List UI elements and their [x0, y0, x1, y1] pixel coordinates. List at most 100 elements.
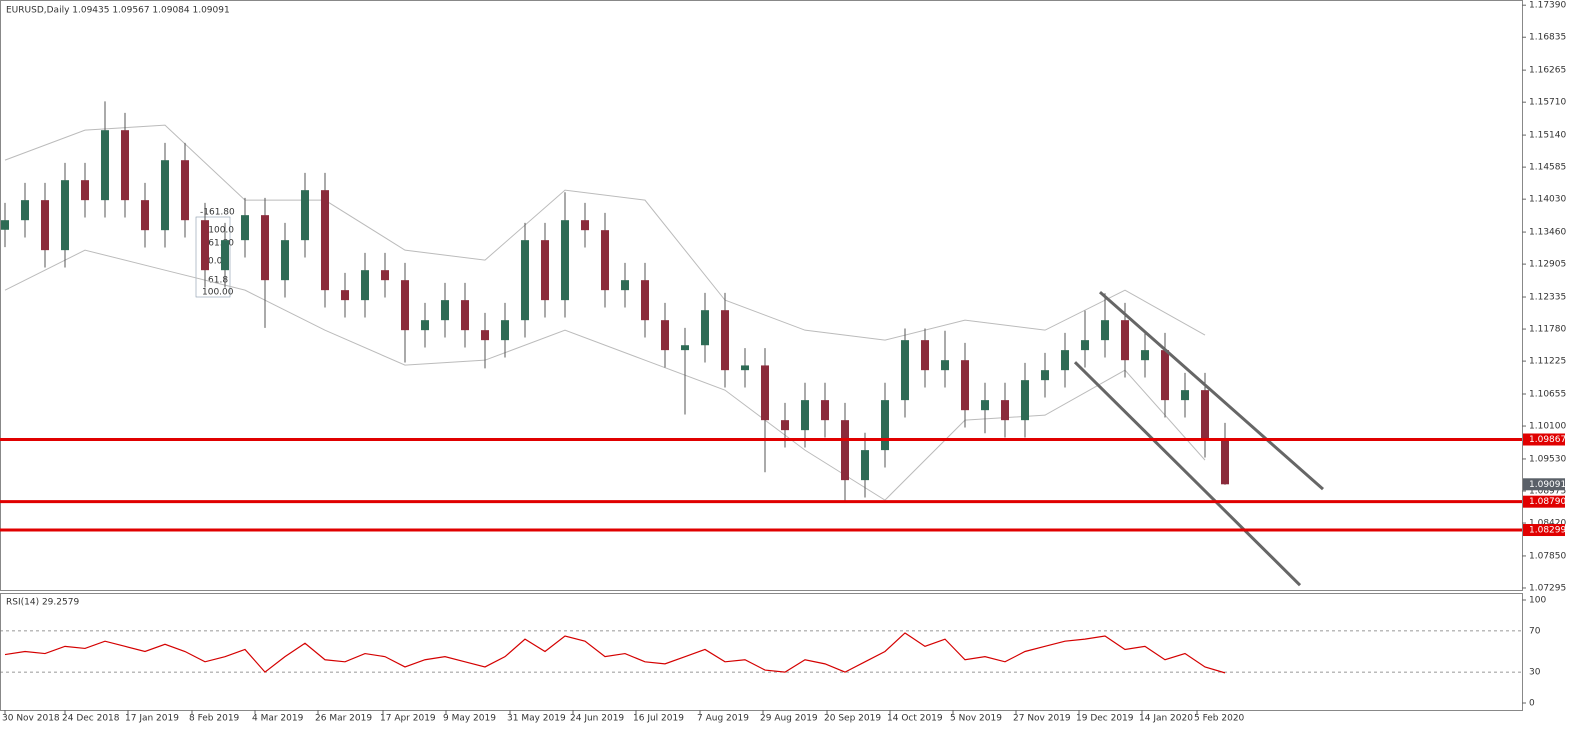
last-price-box	[1523, 478, 1565, 491]
candle-body	[241, 215, 249, 241]
candle-body	[1, 220, 9, 230]
level-label-box	[1523, 495, 1565, 508]
candle-body	[1061, 350, 1069, 371]
candle-body	[1101, 320, 1109, 341]
y-tick-label: 1.08975	[1529, 486, 1566, 496]
x-tick-label: 30 Nov 2018	[2, 714, 60, 724]
y-tick-label: 1.10655	[1529, 390, 1566, 400]
x-tick-label: 4 Mar 2019	[252, 714, 304, 724]
level-label: 1.08790	[1529, 497, 1566, 507]
candle-body	[141, 200, 149, 231]
x-tick-label: 27 Nov 2019	[1013, 714, 1071, 724]
x-tick-label: 26 Mar 2019	[315, 714, 372, 724]
x-tick-label: 5 Nov 2019	[950, 714, 1002, 724]
y-tick-label: 1.12335	[1529, 293, 1566, 303]
candle-body	[481, 330, 489, 341]
candle-body	[901, 340, 909, 401]
x-tick-label: 17 Jan 2019	[125, 714, 179, 724]
candle-body	[541, 240, 549, 301]
candle-body	[361, 270, 369, 301]
candle-body	[21, 200, 29, 221]
x-tick-label: 19 Dec 2019	[1076, 714, 1134, 724]
candle-body	[521, 240, 529, 321]
y-tick-label: 0	[1529, 698, 1535, 708]
candle-body	[201, 220, 209, 271]
rsi-line	[4, 632, 1226, 674]
level-label: 1.09867	[1529, 435, 1566, 445]
y-tick-label: 1.07295	[1529, 583, 1566, 593]
rsi-panel	[0, 593, 1523, 711]
x-tick-label: 31 May 2019	[507, 714, 566, 724]
candle-body	[641, 280, 649, 321]
candle-body	[441, 300, 449, 321]
candle-body	[941, 360, 949, 371]
candle-body	[1181, 390, 1189, 401]
y-tick-label: 1.14030	[1529, 195, 1566, 205]
candle-body	[301, 190, 309, 241]
candle-body	[341, 290, 349, 301]
candle-body	[561, 220, 569, 301]
y-tick-label: 70	[1529, 626, 1541, 636]
candle-body	[841, 420, 849, 481]
y-tick-label: 1.08420	[1529, 519, 1566, 529]
x-tick-label: 5 Feb 2020	[1194, 714, 1245, 724]
fibo-box	[195, 216, 231, 298]
candle-body	[401, 280, 409, 331]
candle-body	[181, 160, 189, 221]
x-tick-label: 24 Jun 2019	[570, 714, 624, 724]
candle-body	[801, 400, 809, 431]
candle-body	[601, 230, 609, 291]
candle-body	[1081, 340, 1089, 351]
candle-body	[1041, 370, 1049, 381]
x-tick-label: 8 Feb 2019	[189, 714, 240, 724]
x-tick-label: 20 Sep 2019	[824, 714, 881, 724]
fibo-label: -100.0	[205, 226, 234, 236]
candle-body	[1221, 440, 1229, 485]
y-tick-label: 1.15140	[1529, 131, 1566, 141]
candle-body	[661, 320, 669, 351]
y-tick-label: 1.16835	[1529, 33, 1566, 43]
x-tick-label: 7 Aug 2019	[697, 714, 749, 724]
candle-body	[781, 420, 789, 431]
candle-body	[501, 320, 509, 341]
candle-body	[961, 360, 969, 411]
candle-body	[1001, 400, 1009, 421]
y-tick-label: 1.17390	[1529, 1, 1566, 11]
candle-body	[861, 450, 869, 481]
main-panel	[0, 0, 1523, 591]
candle-body	[1021, 380, 1029, 421]
y-tick-label: 1.14585	[1529, 163, 1566, 173]
bollinger-band	[4, 124, 1206, 341]
candle-body	[1161, 350, 1169, 401]
chart-title: EURUSD,Daily 1.09435 1.09567 1.09084 1.0…	[6, 6, 230, 16]
candle-body	[701, 310, 709, 346]
candle-body	[1141, 350, 1149, 361]
y-tick-label: 1.12905	[1529, 260, 1566, 270]
level-label-box	[1523, 524, 1565, 537]
candle-body	[61, 180, 69, 251]
candle-body	[981, 400, 989, 411]
x-tick-label: 14 Jan 2020	[1139, 714, 1193, 724]
rsi-title: RSI(14) 29.2579	[6, 598, 79, 608]
y-tick-label: 1.11225	[1529, 357, 1566, 367]
trend-line	[1073, 361, 1302, 587]
fibo-label: -161.80	[200, 208, 235, 218]
y-tick-label: 1.11780	[1529, 325, 1566, 335]
fibo-label: 61.8	[208, 276, 228, 286]
candle-body	[281, 240, 289, 281]
x-tick-label: 16 Jul 2019	[633, 714, 684, 724]
candle-body	[121, 130, 129, 201]
candle-body	[761, 365, 769, 421]
candle-body	[101, 130, 109, 201]
candle-body	[381, 270, 389, 281]
y-tick-label: 30	[1529, 668, 1541, 678]
x-tick-label: 24 Dec 2018	[62, 714, 120, 724]
y-tick-label: 1.07850	[1529, 551, 1566, 561]
candle-body	[41, 200, 49, 251]
fibo-label: 100.00	[202, 288, 234, 298]
candle-body	[221, 240, 229, 271]
trend-line	[1099, 291, 1324, 491]
x-tick-label: 17 Apr 2019	[380, 714, 436, 724]
fibo-labels: -161.80 -100.0 -61.80 0.0 61.8 100.00	[195, 208, 235, 298]
